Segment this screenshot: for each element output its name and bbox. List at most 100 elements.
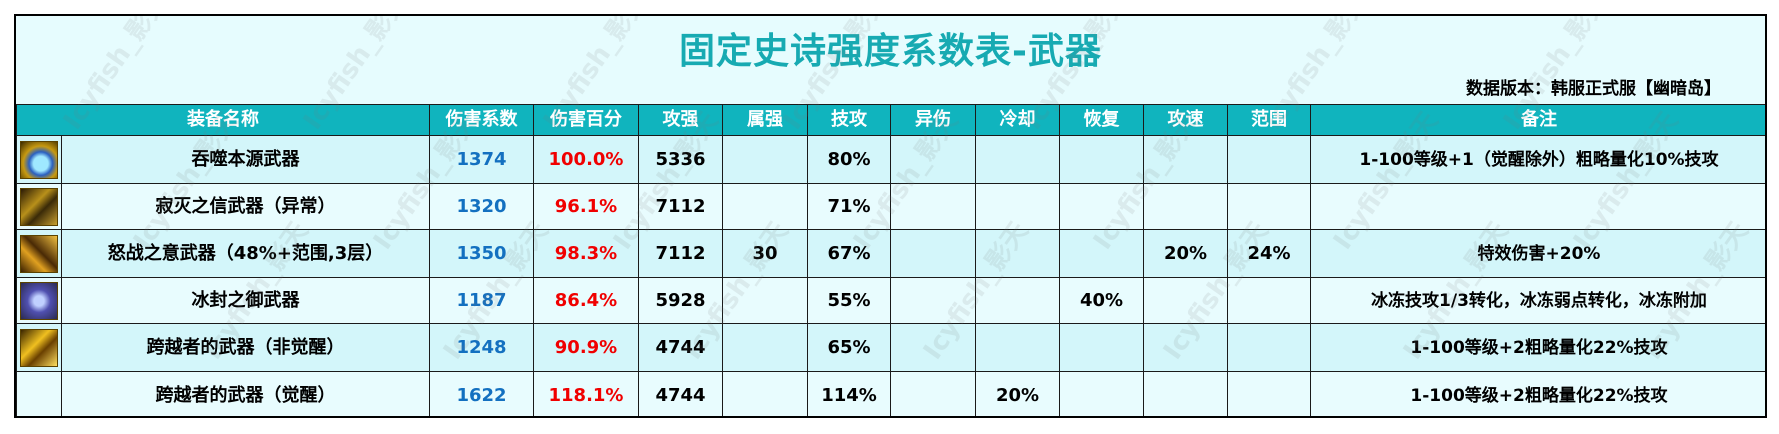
cell-abn <box>890 135 976 184</box>
cell-note: 特效伤害+20% <box>1310 229 1765 278</box>
cell-spd: 20% <box>1143 229 1228 278</box>
cell-skill: 71% <box>807 183 891 230</box>
cell-note: 1-100等级+2粗略量化22%技攻 <box>1310 323 1765 372</box>
cell-pct: 98.3% <box>533 229 639 278</box>
cell-abn <box>890 323 976 372</box>
cell-coef: 1622 <box>429 371 534 416</box>
icon-cell <box>16 229 62 278</box>
header-row: 装备名称 伤害系数 伤害百分 攻强 属强 技攻 异伤 冷却 恢复 攻速 范围 备… <box>16 104 1765 136</box>
cell-coef: 1187 <box>429 277 534 324</box>
cell-coef: 1374 <box>429 135 534 184</box>
cell-note: 冰冻技攻1/3转化，冰冻弱点转化，冰冻附加 <box>1310 277 1765 324</box>
header-abn: 异伤 <box>890 104 976 136</box>
weapon-icon-devour <box>20 140 58 179</box>
cell-spd <box>1143 135 1228 184</box>
cell-cd <box>975 277 1060 324</box>
cell-elem <box>722 183 808 230</box>
cell-rec: 40% <box>1059 277 1144 324</box>
icon-cell <box>16 277 62 324</box>
cell-skill: 65% <box>807 323 891 372</box>
data-version: 数据版本：韩服正式服【幽暗岛】 <box>1466 79 1721 99</box>
cell-range <box>1227 135 1311 184</box>
cell-note: 1-100等级+2粗略量化22%技攻 <box>1310 371 1765 416</box>
cell-range <box>1227 277 1311 324</box>
cell-rec <box>1059 323 1144 372</box>
header-pct: 伤害百分 <box>533 104 639 136</box>
cell-skill: 55% <box>807 277 891 324</box>
cell-rec <box>1059 371 1144 416</box>
header-name: 装备名称 <box>16 104 430 136</box>
cell-atk: 5928 <box>638 277 723 324</box>
table-row: 冰封之御武器 1187 86.4% 5928 55% 40% 冰冻技攻1/3转化，冰冻弱点转… <box>16 277 1765 324</box>
cell-cd <box>975 135 1060 184</box>
equipment-name: 跨越者的武器（非觉醒） <box>61 323 430 372</box>
cell-pct: 118.1% <box>533 371 639 416</box>
cell-pct: 100.0% <box>533 135 639 184</box>
cell-atk: 7112 <box>638 229 723 278</box>
table-row: 怒战之意武器（48%+范围,3层） 1350 98.3% 7112 30 67% 20% 24… <box>16 229 1765 278</box>
header-spd: 攻速 <box>1143 104 1228 136</box>
cell-cd <box>975 323 1060 372</box>
weapon-icon-silence <box>20 187 58 226</box>
cell-elem <box>722 277 808 324</box>
cell-atk: 7112 <box>638 183 723 230</box>
equipment-name: 冰封之御武器 <box>61 277 430 324</box>
cell-abn <box>890 371 976 416</box>
cell-elem: 30 <box>722 229 808 278</box>
cell-atk: 4744 <box>638 323 723 372</box>
cell-elem <box>722 323 808 372</box>
weapon-table: 装备名称 伤害系数 伤害百分 攻强 属强 技攻 异伤 冷却 恢复 攻速 范围 备… <box>16 104 1765 416</box>
cell-abn <box>890 183 976 230</box>
cell-elem <box>722 135 808 184</box>
header-coef: 伤害系数 <box>429 104 534 136</box>
cell-note <box>1310 183 1765 230</box>
title-area: 固定史诗强度系数表-武器 数据版本：韩服正式服【幽暗岛】 <box>16 16 1765 104</box>
cell-atk: 5336 <box>638 135 723 184</box>
cell-range <box>1227 323 1311 372</box>
header-range: 范围 <box>1227 104 1311 136</box>
cell-skill: 114% <box>807 371 891 416</box>
header-cd: 冷却 <box>975 104 1060 136</box>
cell-spd <box>1143 183 1228 230</box>
cell-rec <box>1059 229 1144 278</box>
header-atk: 攻强 <box>638 104 723 136</box>
table-row: 寂灭之信武器（异常） 1320 96.1% 7112 71% <box>16 183 1765 230</box>
table-row: 跨越者的武器（觉醒） 1622 118.1% 4744 114% 20% 1-100等级+2… <box>16 371 1765 416</box>
cell-rec <box>1059 183 1144 230</box>
cell-coef: 1248 <box>429 323 534 372</box>
equipment-name: 寂灭之信武器（异常） <box>61 183 430 230</box>
cell-pct: 86.4% <box>533 277 639 324</box>
cell-elem <box>722 371 808 416</box>
weapon-icon-frost <box>20 281 58 320</box>
table-row: 跨越者的武器（非觉醒） 1248 90.9% 4744 65% 1-100等级+2粗略量化… <box>16 323 1765 372</box>
icon-cell <box>16 135 62 184</box>
cell-cd: 20% <box>975 371 1060 416</box>
cell-pct: 96.1% <box>533 183 639 230</box>
cell-pct: 90.9% <box>533 323 639 372</box>
equipment-name: 怒战之意武器（48%+范围,3层） <box>61 229 430 278</box>
cell-range: 24% <box>1227 229 1311 278</box>
cell-coef: 1320 <box>429 183 534 230</box>
cell-atk: 4744 <box>638 371 723 416</box>
cell-range <box>1227 183 1311 230</box>
header-skill: 技攻 <box>807 104 891 136</box>
cell-skill: 80% <box>807 135 891 184</box>
icon-cell <box>16 323 62 372</box>
cell-abn <box>890 277 976 324</box>
header-rec: 恢复 <box>1059 104 1144 136</box>
table-row: 吞噬本源武器 1374 100.0% 5336 80% 1-100等级+1（觉醒除外）粗略… <box>16 135 1765 184</box>
equipment-name: 吞噬本源武器 <box>61 135 430 184</box>
cell-note: 1-100等级+1（觉醒除外）粗略量化10%技攻 <box>1310 135 1765 184</box>
spreadsheet: 固定史诗强度系数表-武器 数据版本：韩服正式服【幽暗岛】 装备名称 伤害系数 伤… <box>14 14 1767 418</box>
weapon-icon-transcend <box>20 328 58 367</box>
cell-spd <box>1143 277 1228 324</box>
equipment-name: 跨越者的武器（觉醒） <box>61 371 430 416</box>
cell-spd <box>1143 323 1228 372</box>
header-note: 备注 <box>1310 104 1765 136</box>
cell-skill: 67% <box>807 229 891 278</box>
cell-abn <box>890 229 976 278</box>
weapon-icon-wrath <box>20 234 58 273</box>
icon-cell <box>16 183 62 230</box>
cell-cd <box>975 229 1060 278</box>
cell-range <box>1227 371 1311 416</box>
